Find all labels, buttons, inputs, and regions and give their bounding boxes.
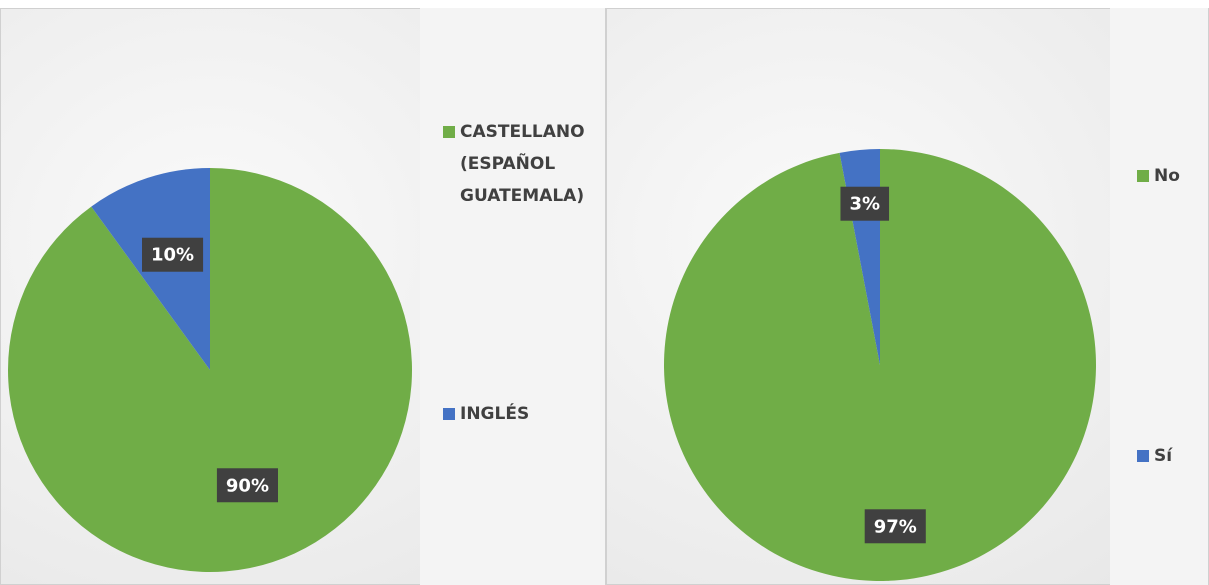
data-label: 90% (216, 468, 278, 503)
legend-label: CASTELLANO (ESPAÑOL GUATEMALA) (460, 122, 585, 206)
legend-item: CASTELLANO (ESPAÑOL GUATEMALA) (443, 116, 608, 212)
legend-area (1110, 8, 1208, 585)
data-label-box (840, 186, 890, 221)
data-label-text: 3% (849, 194, 880, 215)
legend-label: INGLÉS (460, 404, 530, 424)
data-label-box (142, 237, 204, 272)
data-label: 97% (864, 509, 926, 544)
legend-swatch (1137, 450, 1149, 462)
legend-label: Sí (1154, 446, 1173, 466)
legend-swatch (443, 408, 455, 420)
pie-slice (8, 168, 413, 572)
legend-item: INGLÉS (443, 398, 608, 430)
legend-area (420, 8, 605, 585)
data-label-box (216, 468, 278, 503)
legend-item: Sí (1137, 440, 1207, 472)
legend-swatch (443, 126, 455, 138)
pie-slice (664, 149, 1096, 582)
data-label: 10% (142, 237, 204, 272)
legend-label: No (1154, 166, 1180, 186)
data-label-text: 97% (874, 516, 917, 537)
legend-item: No (1137, 160, 1207, 192)
data-label-text: 90% (226, 475, 269, 496)
data-label-box (864, 509, 926, 544)
data-label-text: 10% (151, 245, 194, 266)
data-label: 3% (840, 186, 890, 221)
legend-swatch (1137, 170, 1149, 182)
